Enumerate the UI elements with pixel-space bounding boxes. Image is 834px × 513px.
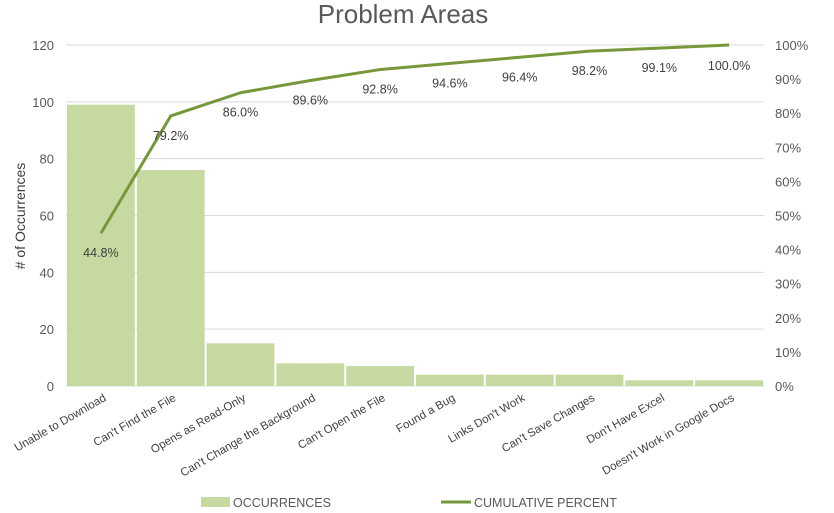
bar bbox=[206, 343, 275, 386]
bar bbox=[276, 363, 345, 386]
y2-tick-label: 40% bbox=[775, 243, 801, 258]
bar bbox=[136, 170, 205, 386]
bar bbox=[695, 380, 763, 386]
y2-tick-label: 20% bbox=[775, 311, 801, 326]
y2-tick-label: 90% bbox=[775, 72, 801, 87]
bar bbox=[555, 374, 624, 386]
bar bbox=[625, 380, 694, 386]
data-label: 96.4% bbox=[502, 70, 537, 84]
legend-swatch-occurrences bbox=[201, 497, 230, 507]
data-label: 94.6% bbox=[432, 76, 467, 90]
y-tick-label: 0 bbox=[47, 379, 54, 394]
line-series bbox=[99, 43, 730, 234]
bar-series bbox=[67, 104, 763, 387]
y-tick-label: 120 bbox=[32, 38, 54, 53]
x-tick-label: Found a Bug bbox=[394, 392, 457, 435]
y2-tick-label: 50% bbox=[775, 209, 801, 224]
y-tick-label: 80 bbox=[40, 152, 54, 167]
y2-tick-label: 0% bbox=[775, 379, 794, 394]
y2-tick-label: 60% bbox=[775, 174, 801, 189]
bar bbox=[416, 374, 484, 386]
data-label: 86.0% bbox=[223, 106, 258, 120]
data-label: 44.8% bbox=[83, 246, 118, 260]
y-tick-label: 60 bbox=[40, 209, 54, 224]
y-axis-left-ticks: 0 20 40 60 80 100 120 bbox=[32, 38, 54, 394]
bar bbox=[67, 104, 135, 387]
y-axis-title: # of Occurrences bbox=[12, 163, 28, 270]
data-labels: 44.8% 79.2% 86.0% 89.6% 92.8% 94.6% 96.4% 98.2%… bbox=[83, 59, 750, 260]
x-tick-label: Unable to Download bbox=[13, 392, 109, 454]
bar bbox=[485, 374, 554, 386]
y2-tick-label: 100% bbox=[775, 38, 809, 53]
x-tick-label: Can't Change the Background bbox=[179, 392, 318, 479]
x-tick-label: Doesn't Work in Google Docs bbox=[600, 392, 736, 478]
y2-tick-label: 30% bbox=[775, 277, 801, 292]
legend: OCCURRENCES CUMULATIVE PERCENT bbox=[201, 496, 617, 510]
bar bbox=[346, 366, 414, 386]
data-label: 89.6% bbox=[293, 93, 328, 107]
data-label: 92.8% bbox=[362, 83, 397, 97]
data-label: 99.1% bbox=[642, 61, 677, 75]
y-axis-right-ticks: 0% 10% 20% 30% 40% 50% 60% 70% 80% 90% 100% bbox=[775, 38, 809, 394]
y-tick-label: 100 bbox=[32, 95, 54, 110]
y2-tick-label: 70% bbox=[775, 140, 801, 155]
data-label: 98.2% bbox=[572, 64, 607, 78]
y2-tick-label: 80% bbox=[775, 106, 801, 121]
data-label: 79.2% bbox=[153, 129, 188, 143]
y2-tick-label: 10% bbox=[775, 345, 801, 360]
y-tick-label: 40 bbox=[40, 265, 54, 280]
data-label: 100.0% bbox=[708, 59, 750, 73]
legend-label-occurrences: OCCURRENCES bbox=[233, 496, 331, 510]
cumulative-line bbox=[99, 43, 730, 234]
legend-label-cumulative: CUMULATIVE PERCENT bbox=[474, 496, 617, 510]
y-tick-label: 20 bbox=[40, 322, 54, 337]
chart-title: Problem Areas bbox=[318, 0, 489, 29]
